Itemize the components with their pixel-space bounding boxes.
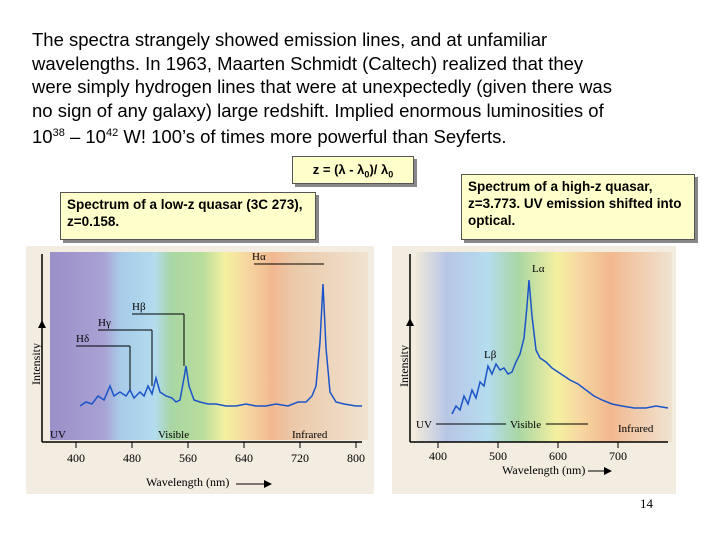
- low-visible-label: Visible: [158, 429, 189, 441]
- luminosity-end: W! 100’s of times more powerful than Sey…: [118, 126, 507, 148]
- high-visible-color-band: [416, 252, 672, 442]
- high-z-spectrum-figure: Intensity UV Visible Infrared 400 500 60…: [392, 246, 676, 494]
- luminosity-exponent-2: 42: [105, 127, 119, 139]
- low-x-label: Wavelength (nm): [146, 475, 229, 489]
- formula-lhs: z = (λ - λ: [312, 162, 365, 177]
- low-x-ticks: [75, 442, 357, 448]
- high-tick-400: 400: [429, 449, 447, 463]
- high-tick-600: 600: [549, 449, 567, 463]
- luminosity-exponent-1: 38: [52, 127, 65, 139]
- low-y-label: Intensity: [29, 343, 43, 385]
- high-z-caption-box: Spectrum of a high-z quasar, z=3.773. UV…: [461, 174, 695, 240]
- high-y-arrow-icon: [406, 318, 414, 326]
- low-tick-720: 720: [291, 451, 309, 465]
- high-infrared-label: Infrared: [618, 423, 654, 435]
- high-z-spectrum-svg: Intensity UV Visible Infrared 400 500 60…: [397, 252, 672, 477]
- h-gamma-label: Hγ: [98, 317, 111, 329]
- low-tick-800: 800: [347, 451, 365, 465]
- high-x-label: Wavelength (nm): [502, 463, 585, 477]
- h-delta-label: Hδ: [76, 333, 89, 345]
- low-x-arrow-icon: [264, 480, 272, 488]
- high-z-spectrum-curve: [451, 279, 669, 415]
- low-y-arrow-icon: [38, 320, 46, 328]
- luminosity-mid: – 10: [64, 126, 106, 148]
- luminosity-base-1: 10: [32, 126, 53, 148]
- high-y-label: Intensity: [397, 345, 411, 387]
- formula-mid: )/ λ: [369, 162, 389, 177]
- low-z-caption-box: Spectrum of a low-z quasar (3C 273), z=0…: [60, 192, 316, 240]
- low-uv-label: UV: [50, 429, 66, 441]
- high-uv-label: UV: [416, 419, 432, 431]
- paragraph-line-3: were simply hydrogen lines that were at …: [32, 76, 612, 97]
- paragraph-line-5: 1038 – 1042 W! 100’s of times more power…: [32, 122, 702, 149]
- paragraph-line-4: no sign of any galaxy) large redshift. I…: [32, 99, 604, 121]
- intro-paragraph: The spectra strangely showed emission li…: [32, 28, 702, 149]
- high-x-arrow-icon: [604, 467, 612, 475]
- low-tick-400: 400: [67, 451, 85, 465]
- formula-sub-1: 0: [364, 169, 370, 180]
- high-tick-500: 500: [489, 449, 507, 463]
- paragraph-line-1: The spectra strangely showed emission li…: [32, 29, 548, 50]
- high-x-ticks: [437, 442, 619, 448]
- low-tick-480: 480: [123, 451, 141, 465]
- l-beta-label: Lβ: [484, 349, 497, 361]
- low-tick-640: 640: [235, 451, 253, 465]
- low-tick-560: 560: [179, 451, 197, 465]
- redshift-formula-box: z = (λ - λ0)/ λ0: [292, 156, 414, 184]
- high-visible-label: Visible: [510, 419, 541, 431]
- low-z-spectrum-figure: Intensity UV Visible Infrared 400 480 56…: [26, 246, 374, 494]
- paragraph-line-2: wavelengths. In 1963, Maarten Schmidt (C…: [32, 52, 584, 74]
- h-alpha-label: Hα: [252, 251, 266, 263]
- high-tick-700: 700: [609, 449, 627, 463]
- h-beta-label: Hβ: [132, 301, 146, 313]
- formula-sub-2: 0: [388, 169, 394, 180]
- low-infrared-label: Infrared: [292, 429, 328, 441]
- low-z-spectrum-curve: [79, 283, 362, 407]
- low-z-spectrum-svg: Intensity UV Visible Infrared 400 480 56…: [29, 251, 368, 489]
- slide-number: 14: [640, 496, 653, 511]
- l-alpha-label: Lα: [532, 263, 545, 275]
